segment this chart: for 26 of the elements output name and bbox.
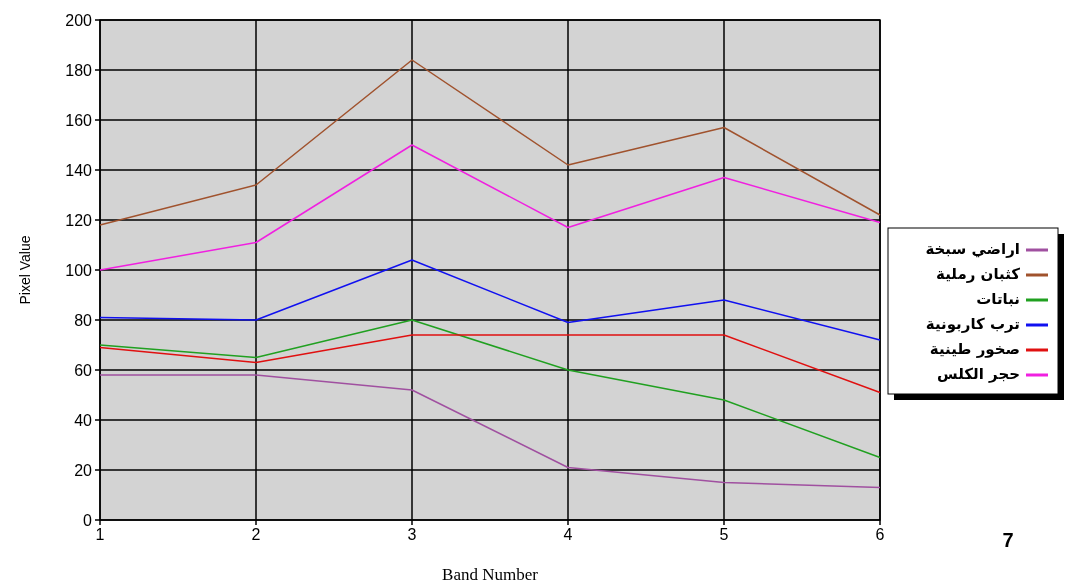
text: 7 xyxy=(1002,529,1014,551)
x-tick-label: 6 xyxy=(875,526,885,543)
legend-label: كثبان رملية xyxy=(936,265,1021,283)
y-tick-label: 20 xyxy=(74,462,93,479)
y-tick-label: 40 xyxy=(74,412,93,429)
legend-label: نباتات xyxy=(976,290,1020,308)
legend-label: اراضي سبخة xyxy=(925,240,1020,258)
x-tick-label: 2 xyxy=(251,526,261,543)
legend-label: صخور طينية xyxy=(929,340,1020,358)
legend-label: حجر الكلس xyxy=(937,365,1020,383)
x-tick-label: 5 xyxy=(719,526,729,543)
x-axis-title: Band Number xyxy=(442,565,539,584)
x-tick-label: 4 xyxy=(563,526,573,543)
y-tick-label: 120 xyxy=(65,212,93,229)
x-tick-label: 3 xyxy=(407,526,417,543)
y-tick-label: 200 xyxy=(65,12,93,29)
y-tick-label: 0 xyxy=(83,512,93,529)
y-tick-label: 80 xyxy=(74,312,93,329)
y-axis-title: Pixel Value xyxy=(17,235,33,305)
y-tick-label: 160 xyxy=(65,112,93,129)
x-tick-label: 1 xyxy=(95,526,105,543)
y-tick-label: 60 xyxy=(74,362,93,379)
y-tick-label: 180 xyxy=(65,62,93,79)
y-tick-label: 100 xyxy=(65,262,93,279)
legend-label: ترب كاربونية xyxy=(925,315,1020,333)
y-tick-label: 140 xyxy=(65,162,93,179)
